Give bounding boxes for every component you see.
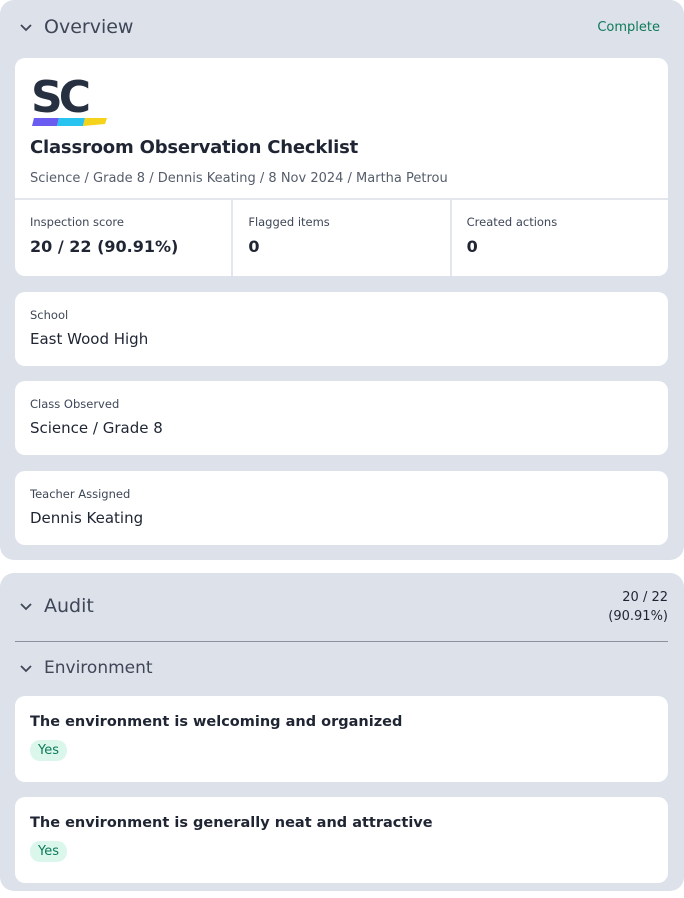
checklist-meta: Science / Grade 8 / Dennis Keating / 8 N… [30,171,448,186]
sc-logo: SC [31,72,107,126]
overview-title: Overview [44,16,134,38]
audit-toggle[interactable]: Audit [18,595,94,617]
stat-value: 20 / 22 (90.91%) [30,237,179,256]
field-value: Science / Grade 8 [30,419,163,437]
question-text: The environment is welcoming and organiz… [30,714,403,730]
stat-value: 0 [466,237,478,256]
question-text: The environment is generally neat and at… [30,815,433,831]
stat-label: Inspection score [30,215,124,229]
field-value: Dennis Keating [30,509,144,527]
stat-flagged-items: Flagged items 0 [233,200,452,276]
field-class-observed: Class Observed Science / Grade 8 [15,381,668,455]
checklist-title: Classroom Observation Checklist [30,137,359,158]
stat-value: 0 [248,237,260,256]
audit-score-percent: (90.91%) [608,609,668,624]
stat-inspection-score: Inspection score 20 / 22 (90.91%) [15,200,234,276]
field-label: Class Observed [30,397,120,411]
question-item[interactable]: The environment is generally neat and at… [15,797,668,883]
overview-toggle[interactable]: Overview [18,16,133,38]
chevron-down-icon [20,665,32,673]
field-teacher-assigned: Teacher Assigned Dennis Keating [15,471,668,545]
stat-label: Flagged items [248,215,330,229]
field-school: School East Wood High [15,292,668,366]
environment-toggle[interactable]: Environment [18,658,153,678]
status-complete: Complete [597,20,660,35]
field-label: School [30,308,69,322]
audit-score: 20 / 22 (90.91%) [608,588,668,626]
question-item[interactable]: The environment is welcoming and organiz… [15,696,668,782]
overview-panel: Overview Complete SC Classroom Observati… [0,0,684,560]
summary-card: SC Classroom Observation Checklist Scien… [15,58,668,276]
svg-text:SC: SC [31,72,89,123]
stats-row: Inspection score 20 / 22 (90.91%) Flagge… [15,198,668,276]
answer-badge: Yes [30,841,67,862]
audit-panel: Audit 20 / 22 (90.91%) Environment The e… [0,573,684,891]
divider [15,641,668,642]
stat-created-actions: Created actions 0 [452,200,668,276]
audit-title: Audit [44,595,94,617]
field-label: Teacher Assigned [30,487,131,501]
field-value: East Wood High [30,330,149,348]
chevron-down-icon [20,603,32,611]
answer-badge: Yes [30,740,67,761]
stat-label: Created actions [466,215,558,229]
chevron-down-icon [20,24,32,32]
audit-score-fraction: 20 / 22 [622,590,668,605]
section-title: Environment [44,658,153,678]
